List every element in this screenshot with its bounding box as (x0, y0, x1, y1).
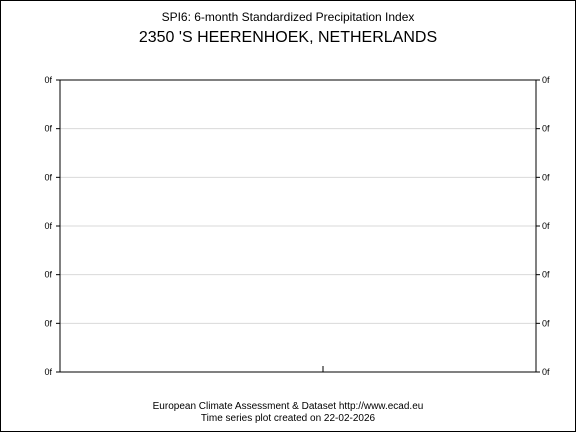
y-tick-label-right: 0f (542, 318, 550, 328)
chart-subtitle: 2350 'S HEERENHOEK, NETHERLANDS (139, 29, 437, 46)
y-tick-label-left: 0f (44, 221, 52, 231)
y-tick-label-right: 0f (542, 75, 550, 85)
y-tick-label-left: 0f (44, 367, 52, 377)
y-tick-label-right: 0f (542, 367, 550, 377)
y-tick-label-right: 0f (542, 221, 550, 231)
grid-lines (60, 128, 536, 324)
y-tick-label-right: 0f (542, 124, 550, 134)
footer-source: European Climate Assessment & Dataset ht… (153, 401, 424, 412)
chart-title: SPI6: 6-month Standardized Precipitation… (162, 10, 415, 24)
footer-created: Time series plot created on 22-02-2026 (201, 413, 376, 424)
y-tick-label-left: 0f (44, 124, 52, 134)
y-tick-label-left: 0f (44, 270, 52, 280)
y-tick-label-right: 0f (542, 270, 550, 280)
y-tick-label-right: 0f (542, 172, 550, 182)
y-tick-labels: 0f 0f 0f 0f 0f 0f 0f 0f 0f 0f 0f 0f 0f 0f (44, 75, 550, 377)
y-tick-label-left: 0f (44, 75, 52, 85)
y-tick-label-left: 0f (44, 172, 52, 182)
y-tick-label-left: 0f (44, 318, 52, 328)
